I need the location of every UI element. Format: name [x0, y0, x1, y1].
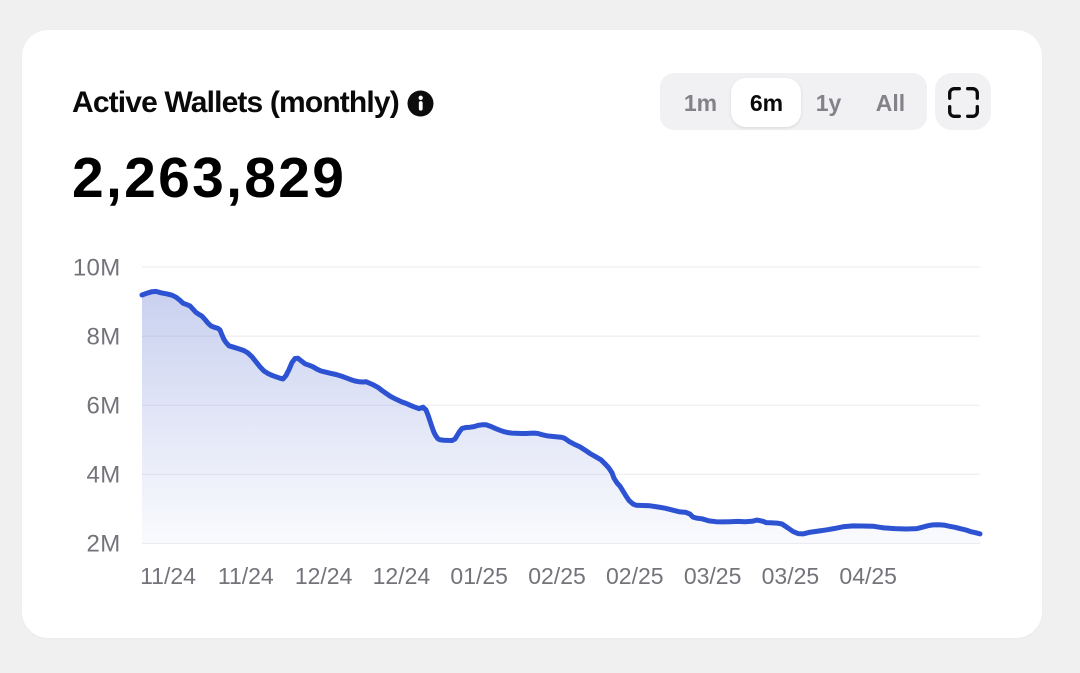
svg-text:02/25: 02/25 [528, 563, 586, 589]
svg-text:4M: 4M [87, 462, 121, 489]
svg-text:11/24: 11/24 [218, 563, 274, 589]
svg-text:02/25: 02/25 [606, 563, 664, 589]
svg-text:12/24: 12/24 [295, 563, 353, 589]
svg-text:01/25: 01/25 [450, 563, 508, 589]
svg-text:04/25: 04/25 [839, 563, 897, 589]
svg-text:6M: 6M [87, 393, 121, 420]
svg-text:8M: 8M [87, 324, 121, 351]
svg-text:12/24: 12/24 [373, 563, 431, 589]
svg-text:11/24: 11/24 [140, 563, 196, 589]
svg-text:03/25: 03/25 [684, 563, 742, 589]
svg-text:2M: 2M [87, 531, 121, 558]
svg-text:10M: 10M [73, 255, 121, 282]
svg-text:03/25: 03/25 [762, 563, 820, 589]
